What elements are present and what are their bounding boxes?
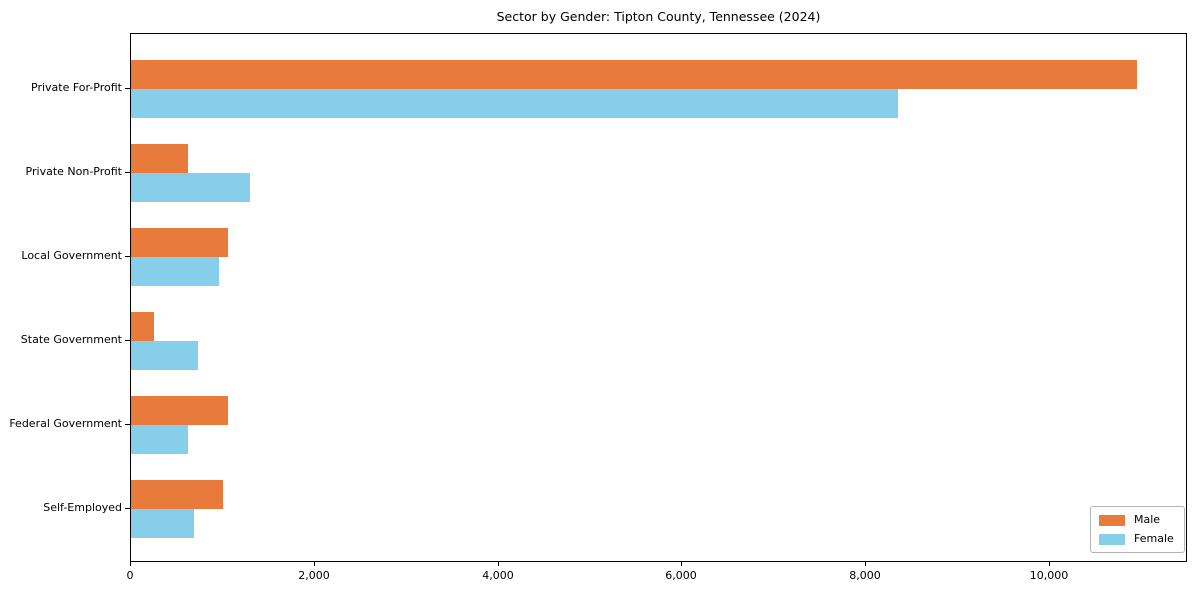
bar-male-0 [131,60,1137,89]
bar-male-4 [131,396,228,425]
bar-female-0 [131,89,898,118]
chart-title: Sector by Gender: Tipton County, Tenness… [496,9,821,24]
x-tick [314,562,315,566]
x-tick [681,562,682,566]
y-tick-label-0: Private For-Profit [31,81,122,94]
bar-male-2 [131,228,228,257]
x-tick [865,562,866,566]
legend-swatch-female [1099,533,1125,545]
x-tick-label-0: 0 [126,569,134,582]
y-tick [125,424,130,425]
x-tick-label-1: 2,000 [298,569,330,582]
x-tick-label-2: 4,000 [482,569,514,582]
x-tick [1049,562,1050,566]
x-tick [130,562,131,566]
y-tick [125,508,130,509]
bar-male-1 [131,144,188,173]
x-tick-label-5: 10,000 [1029,569,1069,582]
y-tick [125,340,130,341]
y-tick-label-2: Local Government [21,249,122,262]
bar-male-5 [131,480,223,509]
bar-female-1 [131,173,250,202]
x-tick-label-4: 8,000 [849,569,881,582]
legend: Male Female [1090,506,1185,553]
y-tick [125,88,130,89]
legend-item-male: Male [1099,514,1176,526]
bar-female-2 [131,257,219,286]
bar-female-4 [131,425,188,454]
bar-female-3 [131,341,198,370]
plot-area [130,33,1187,562]
y-tick-label-4: Federal Government [9,417,122,430]
bar-male-3 [131,312,154,341]
y-tick [125,256,130,257]
legend-swatch-male [1099,514,1125,526]
bar-female-5 [131,509,194,538]
y-tick [125,172,130,173]
x-tick-label-3: 6,000 [665,569,697,582]
legend-label-female: Female [1134,532,1174,545]
x-tick [498,562,499,566]
legend-item-female: Female [1099,533,1176,545]
y-tick-label-5: Self-Employed [43,501,122,514]
legend-label-male: Male [1134,513,1161,526]
y-tick-label-1: Private Non-Profit [25,165,122,178]
y-tick-label-3: State Government [20,333,122,346]
